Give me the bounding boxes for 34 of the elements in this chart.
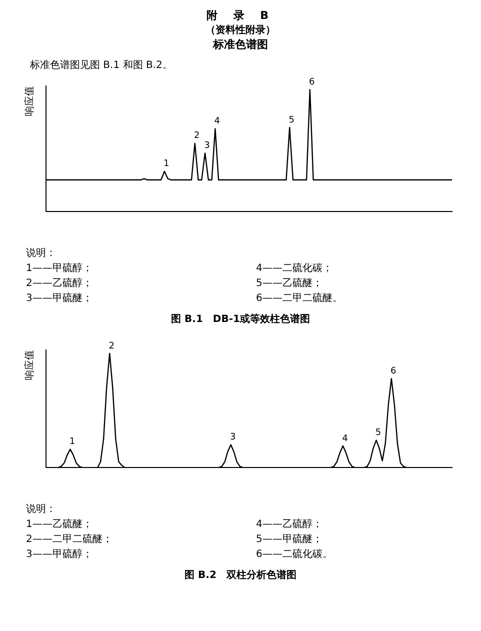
text: 2——乙硫醇； (26, 276, 94, 291)
text: 4——二硫化碳； (256, 262, 334, 276)
chart-title: 附 录 B (205, 8, 276, 23)
text: 6——二甲二硫醚。 (256, 292, 344, 306)
annotation: 2 (194, 131, 200, 142)
text: 标准色谱图见图 B.1 和图 B.2。 (30, 58, 174, 72)
annotation: 6 (309, 78, 316, 88)
y-axis-title: 响应值 (24, 86, 36, 116)
text: 3——甲硫醚； (26, 292, 94, 306)
annotation: 1 (164, 159, 170, 170)
text: 5——甲硫醚； (256, 532, 324, 547)
text: 4——乙硫醇； (256, 518, 324, 532)
annotation: 5 (288, 115, 294, 126)
text: 6——二硫化碳。 (256, 548, 334, 562)
annotation: 6 (390, 366, 397, 376)
annotation: 3 (230, 432, 236, 443)
annotation: 5 (375, 428, 382, 438)
text: 2——二甲二硫醚； (26, 532, 114, 547)
annotation: 1 (69, 437, 76, 448)
annotation: 4 (342, 434, 348, 444)
text: 图 B.2 双柱分析色谱图 (184, 568, 298, 582)
text: 1——甲硫醇； (26, 262, 94, 276)
annotation: 2 (108, 341, 114, 352)
annotation: 3 (204, 140, 210, 151)
text: 5——乙硫醚； (256, 276, 324, 291)
y-axis-title: 响应值 (24, 350, 36, 380)
text: 说明： (26, 247, 57, 261)
annotation: 4 (214, 116, 220, 127)
chart-subtitle: （资料性附录） (204, 24, 276, 37)
text: 图 B.1 DB-1或等效柱色谱图 (170, 312, 311, 326)
text: 1——乙硫醚； (26, 518, 94, 532)
text: 3——甲硫醇； (26, 548, 94, 562)
text: 标准色谱图 (212, 37, 269, 52)
text: 说明： (26, 503, 57, 517)
